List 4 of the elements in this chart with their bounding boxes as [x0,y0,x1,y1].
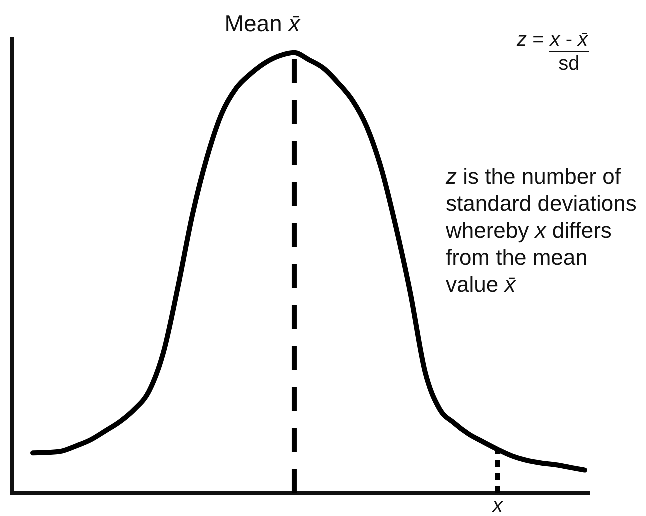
text: Mean x̄ [224,10,302,36]
text: z is the number of standard deviations whereby x differs from the mean value x̄ [446,164,637,297]
annotation: x [492,494,504,516]
annotation: z = x - x̄ sd [517,29,588,75]
